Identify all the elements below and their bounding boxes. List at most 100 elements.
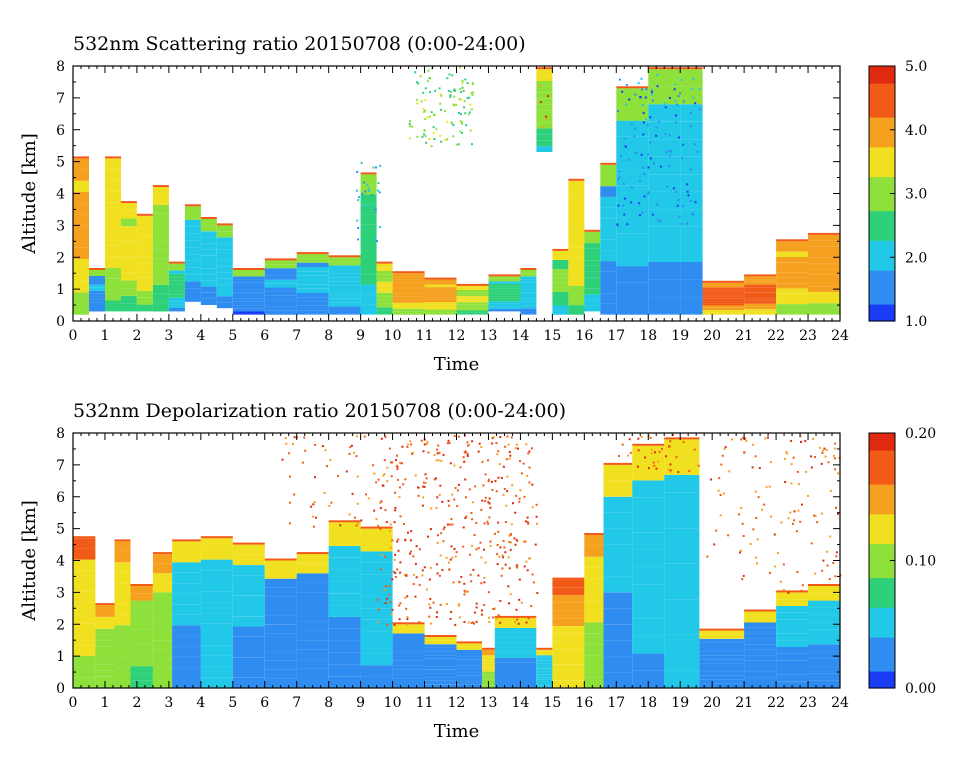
speckle [654,451,656,454]
layer-edge [424,277,457,280]
heatmap-cell [584,260,601,266]
colorbar-segment [869,138,895,144]
speckle [680,142,683,145]
speckle [468,488,471,491]
colorbar-segment [869,492,895,498]
speckle [677,136,680,139]
speckle [424,109,427,112]
speckle [425,442,428,445]
speckle [621,190,624,193]
heatmap-cell [360,619,393,632]
heatmap-cell [488,286,521,289]
speckle [621,90,624,93]
speckle [723,448,726,450]
speckle [365,208,368,211]
heatmap-cell [552,296,569,301]
heatmap-cell [808,269,840,275]
speckle [814,572,817,575]
speckle [293,493,296,496]
speckle [439,93,442,96]
heatmap-cell [95,628,115,635]
speckle [642,112,645,115]
heatmap-cell [603,608,633,625]
speckle [385,521,388,524]
heatmap-cell [664,652,700,671]
speckle [832,454,835,457]
speckle [405,574,408,577]
speckle [419,75,422,78]
heatmap-cell [456,300,489,303]
y-tick-label: 1 [56,649,65,665]
heatmap-cell [216,284,233,291]
heatmap-cell [664,545,700,564]
speckle [502,539,505,542]
heatmap-cell [584,231,601,238]
colorbar-segment [869,104,895,110]
heatmap-cell [360,631,393,643]
speckle [281,458,284,461]
speckle [312,503,315,506]
heatmap-cell [264,678,297,688]
heatmap-cell [456,649,483,653]
speckle [380,500,383,503]
speckle [480,556,483,559]
colorbar-segment [869,556,895,562]
layer-edge [172,539,201,542]
speckle [422,481,425,484]
colorbar-segment [869,100,895,105]
heatmap-cell [172,562,201,573]
layer-edge [296,252,329,255]
heatmap-cell [552,633,585,642]
speckle [450,610,453,613]
speckle [379,164,382,167]
heatmap-cell [536,69,553,76]
heatmap-cell [776,599,809,606]
speckle [388,593,391,596]
speckle [457,435,460,438]
heatmap-cell [216,278,233,285]
speckle [623,145,626,148]
speckle [640,435,643,438]
heatmap-cell [520,273,537,277]
heatmap-cell [648,174,681,192]
heatmap-cell [360,294,377,305]
y-tick-label: 5 [56,155,65,171]
speckle [474,485,477,488]
layer-edge [808,584,840,586]
layer-edge [152,185,169,188]
x-tick-label: 13 [480,695,498,711]
speckle [656,74,659,77]
heatmap-cell [600,164,617,176]
speckle [526,569,529,572]
heatmap-cell [168,290,185,295]
colorbar-segment [869,573,895,579]
heatmap-cell [216,255,233,261]
colorbar-segment [869,654,895,659]
speckle [422,108,425,111]
heatmap-cell [632,515,665,533]
speckle [386,480,389,483]
speckle [622,183,625,185]
heatmap-cell [105,213,121,224]
speckle [469,553,471,556]
speckle [647,153,650,156]
speckle [433,113,435,116]
speckle [421,135,424,138]
speckle [375,518,378,521]
speckle [501,554,504,557]
heatmap-cell [73,602,96,614]
speckle [449,462,452,465]
speckle [518,497,521,500]
speckle [481,609,483,612]
speckle [790,463,793,466]
speckle [393,624,396,626]
speckle [321,445,324,448]
speckle [498,463,501,466]
speckle [414,474,417,477]
heatmap-cell [664,439,700,458]
heatmap-cell [584,567,604,579]
speckle [416,98,419,101]
speckle [448,568,451,571]
chart-title: 532nm Depolarization ratio 20150708 (0:0… [73,400,566,422]
speckle [470,92,473,94]
